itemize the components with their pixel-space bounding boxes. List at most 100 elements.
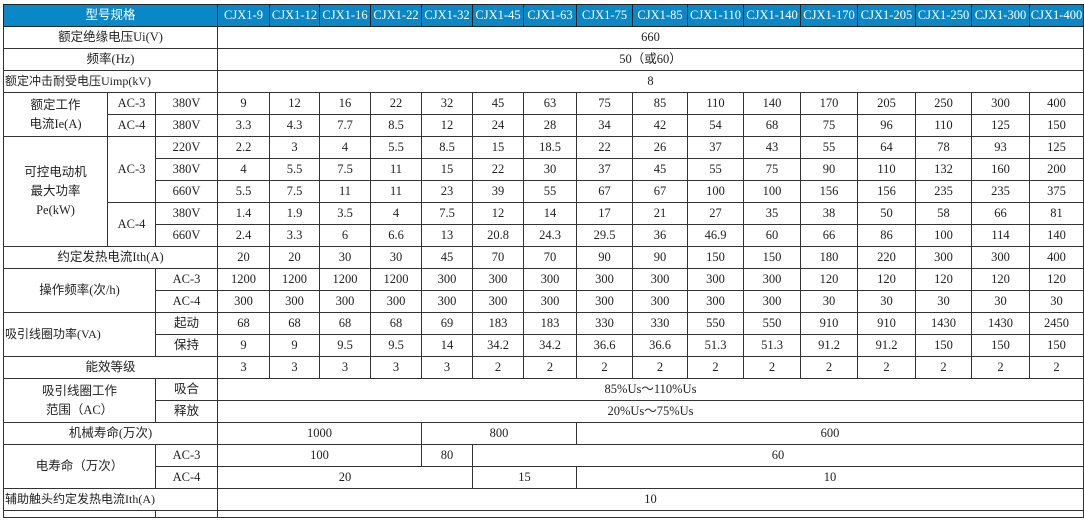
value-cell: 300 <box>915 246 972 269</box>
value-cell: 1430 <box>971 312 1030 335</box>
value-cell: 4 <box>319 136 371 159</box>
value-cell: 16 <box>319 92 371 115</box>
value-cell: 34 <box>576 114 633 137</box>
value-cell: 69 <box>421 312 473 335</box>
value-cell: 2 <box>743 356 801 379</box>
value-cell: 78 <box>915 136 972 159</box>
value-cell: 51.3 <box>743 334 801 357</box>
value-cell: 2.2 <box>217 136 270 159</box>
value-cell: 37 <box>576 158 633 181</box>
value-cell: 75 <box>743 158 801 181</box>
value-cell: 2 <box>1029 356 1084 379</box>
electrical-life-row: 电寿命（万次） AC-3 100 80 60 <box>3 444 1084 489</box>
thermal-current-row: 约定发热电流Ith(A) 20 20 30 30 45 70 70 90 90 150 150 180 2… <box>3 246 1084 269</box>
frequency-value: 50（或60） <box>217 48 1084 71</box>
value-cell: 235 <box>971 180 1030 203</box>
value-cell: 35 <box>743 202 801 225</box>
value-cell: 85 <box>632 92 688 115</box>
value-cell: 120 <box>857 268 916 291</box>
operating_frequency-row: AC-4 300 300 300 300 300 300 300 300 300 300 300 30 3… <box>4 290 1084 313</box>
value-cell: 51.3 <box>687 334 744 357</box>
value-cell: 12 <box>472 202 524 225</box>
value-cell: 18.5 <box>523 136 577 159</box>
value-cell: 11 <box>319 180 371 203</box>
mechanical-life-label: 机械寿命(万次) <box>3 422 218 445</box>
value-cell: 32 <box>421 92 473 115</box>
value-cell: 43 <box>743 136 801 159</box>
value-cell: 150 <box>687 246 744 269</box>
value-cell: 50 <box>857 202 916 225</box>
value-cell: 1430 <box>915 312 972 335</box>
value-cell: 3.5 <box>319 202 371 225</box>
value-cell: 150 <box>971 334 1030 357</box>
value-cell: 14 <box>421 334 473 357</box>
value-cell: 400 <box>1029 92 1084 115</box>
value-cell: 3 <box>269 136 320 159</box>
category-cell: 保持 <box>155 334 218 357</box>
value-cell: 68 <box>319 312 371 335</box>
value-cell: 180 <box>800 246 858 269</box>
value-cell: 20.8 <box>472 224 524 247</box>
header-row: 型号规格 CJX1-9 CJX1-12 CJX1-16 CJX1-22 CJX1-32 CJ… <box>3 4 1084 27</box>
value-cell: 400 <box>1029 246 1084 269</box>
aux-thermal-current-row: 辅助触头约定发热电流Ith(A) 10 <box>3 488 1084 511</box>
efficiency-grade-row: 能效等级 3 3 3 3 3 2 2 2 2 2 2 2 2 2 2 2 <box>3 356 1084 379</box>
value-cell: 150 <box>743 246 801 269</box>
value-cell: 100 <box>687 180 744 203</box>
value-cell: 300 <box>523 290 577 313</box>
value-cell: 34.2 <box>472 334 524 357</box>
category-cell: AC-3 <box>107 92 156 115</box>
motor-power-row: 660V 5.5 7.5 11 11 23 39 55 67 67 100 100 156 156 235 2… <box>4 180 1084 203</box>
mechanical-life-value: 600 <box>576 422 1084 445</box>
model-header: CJX1-170 <box>800 4 858 27</box>
value-cell: 2450 <box>1029 312 1084 335</box>
value-cell: 235 <box>915 180 972 203</box>
motor-power-label: 可控电动机 最大功率 Pe(kW) <box>3 136 108 247</box>
value-cell: 132 <box>915 158 972 181</box>
value-cell: 11 <box>370 180 422 203</box>
model-header: CJX1-205 <box>857 4 916 27</box>
insulation_voltage-value: 660 <box>217 26 1084 49</box>
coil-range-row: 吸引线圈工作 范围（AC） 吸合 85%Us～110%Us <box>3 378 1084 423</box>
value-cell: 9 <box>217 334 270 357</box>
value-cell: 300 <box>472 290 524 313</box>
value-cell: 3.3 <box>217 114 270 137</box>
value-cell: 7.7 <box>319 114 371 137</box>
motor-power-row: 660V 2.4 3.3 6 6.6 13 20.8 24.3 29.5 36 46.9 60 66 86… <box>4 224 1084 247</box>
value-cell: 54 <box>687 114 744 137</box>
value-cell: 1.9 <box>269 202 320 225</box>
value-cell: 1200 <box>217 268 270 291</box>
value-cell: 36.6 <box>576 334 633 357</box>
value-cell: 300 <box>319 290 371 313</box>
value-cell: 1200 <box>269 268 320 291</box>
value-cell: 4 <box>370 202 422 225</box>
coil_power-row: 保持 9 9 9.5 9.5 14 34.2 34.2 36.6 36.6 51.3 51.3 91.2… <box>4 334 1084 357</box>
insulation_voltage-row: 额定绝缘电压Ui(V) 660 <box>3 26 1084 49</box>
value-cell: 22 <box>370 92 422 115</box>
value-cell: 120 <box>971 268 1030 291</box>
mechanical-life-row: 机械寿命(万次) 1000 800 600 <box>3 422 1084 445</box>
value-cell: 156 <box>857 180 916 203</box>
voltage-cell: 380V <box>155 92 218 115</box>
value-cell: 8.5 <box>370 114 422 137</box>
value-cell: 4 <box>217 158 270 181</box>
value-cell: 34.2 <box>523 334 577 357</box>
value-cell: 5.5 <box>370 136 422 159</box>
value-cell: 24 <box>472 114 524 137</box>
value-cell: 24.3 <box>523 224 577 247</box>
value-cell: 7.5 <box>269 180 320 203</box>
value-cell: 220 <box>857 246 916 269</box>
value-cell: 20 <box>269 246 320 269</box>
category-cell: AC-3 <box>155 444 218 467</box>
value-cell: 36 <box>632 224 688 247</box>
value-cell: 300 <box>743 268 801 291</box>
value-cell: 96 <box>857 114 916 137</box>
value-cell: 205 <box>857 92 916 115</box>
model-header: CJX1-63 <box>523 4 577 27</box>
value-cell: 17 <box>576 202 633 225</box>
value-cell: 90 <box>800 158 858 181</box>
model-header: CJX1-75 <box>576 4 633 27</box>
value-cell: 23 <box>421 180 473 203</box>
value-cell: 9.5 <box>319 334 371 357</box>
value-cell: 2 <box>687 356 744 379</box>
